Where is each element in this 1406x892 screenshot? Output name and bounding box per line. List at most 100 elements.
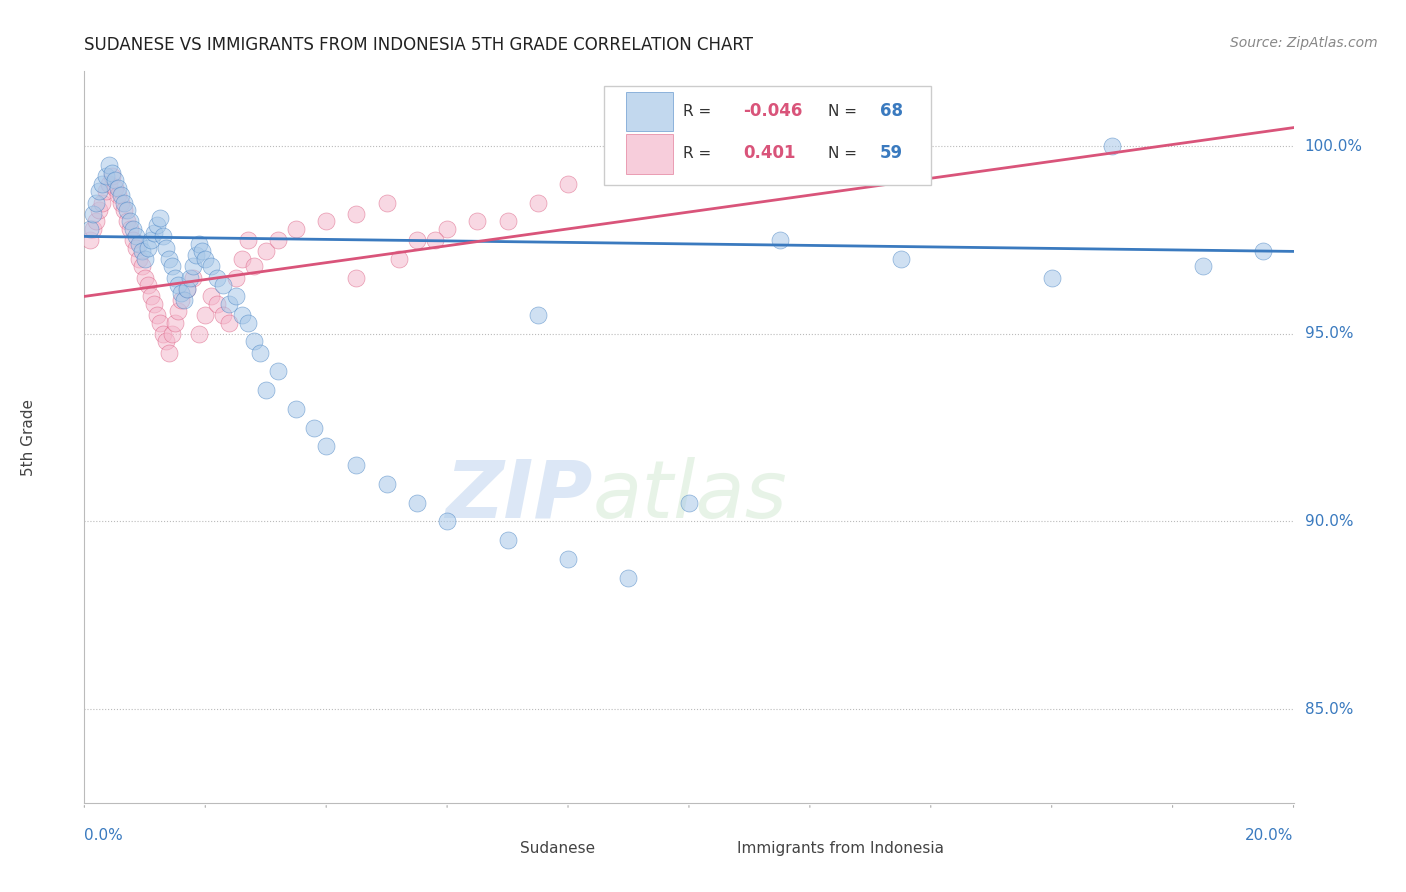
Point [107, 180, 129, 194]
Point [406, 496, 429, 510]
Point [160, 326, 183, 341]
Point [115, 214, 138, 228]
Point [139, 233, 162, 247]
Point [125, 241, 148, 255]
Text: SUDANESE VS IMMIGRANTS FROM INDONESIA 5TH GRADE CORRELATION CHART: SUDANESE VS IMMIGRANTS FROM INDONESIA 5T… [84, 36, 754, 54]
Point [188, 236, 211, 251]
Point [218, 316, 240, 330]
Point [165, 270, 187, 285]
Point [152, 326, 174, 341]
Point [1192, 260, 1215, 274]
Point [225, 270, 247, 285]
FancyBboxPatch shape [626, 92, 673, 131]
Point [134, 252, 156, 266]
Text: 0.401: 0.401 [744, 145, 796, 162]
Point [131, 244, 153, 259]
Text: N =: N = [828, 103, 862, 119]
Point [100, 166, 122, 180]
Point [218, 297, 240, 311]
Point [267, 233, 290, 247]
FancyBboxPatch shape [475, 834, 513, 863]
Point [388, 252, 411, 266]
Point [212, 308, 235, 322]
Point [890, 252, 912, 266]
Text: ZIP: ZIP [444, 457, 592, 534]
Point [315, 440, 337, 454]
Point [617, 571, 640, 585]
Point [121, 222, 143, 236]
Point [236, 233, 259, 247]
Point [89, 185, 111, 199]
Point [139, 289, 162, 303]
Point [176, 282, 198, 296]
Point [188, 326, 211, 341]
Point [136, 278, 159, 293]
Point [149, 316, 172, 330]
Point [118, 214, 141, 228]
Point [167, 278, 190, 293]
Point [1040, 270, 1063, 285]
Point [155, 334, 177, 349]
Point [200, 289, 222, 303]
Point [375, 477, 398, 491]
Point [176, 282, 198, 296]
Point [128, 252, 150, 266]
Point [194, 252, 217, 266]
Point [142, 226, 165, 240]
Point [231, 252, 253, 266]
Point [406, 233, 429, 247]
Point [302, 420, 325, 434]
Text: 100.0%: 100.0% [1305, 139, 1362, 154]
Point [91, 177, 114, 191]
Point [423, 233, 446, 247]
Point [225, 289, 247, 303]
Point [170, 293, 193, 308]
Point [112, 203, 135, 218]
Point [134, 270, 156, 285]
Text: Immigrants from Indonesia: Immigrants from Indonesia [737, 840, 945, 855]
Point [155, 241, 177, 255]
Point [231, 308, 253, 322]
Point [146, 218, 169, 232]
Point [242, 334, 264, 349]
Point [82, 222, 104, 236]
Text: Sudanese: Sudanese [520, 840, 595, 855]
Point [1101, 139, 1123, 153]
Text: 59: 59 [880, 145, 903, 162]
Text: 0.0%: 0.0% [84, 828, 124, 843]
Point [254, 244, 277, 259]
Point [110, 195, 132, 210]
Point [136, 241, 159, 255]
Text: R =: R = [683, 103, 716, 119]
Point [128, 236, 150, 251]
Point [249, 345, 271, 359]
Point [207, 270, 229, 285]
Point [496, 214, 519, 228]
Point [194, 308, 217, 322]
Point [557, 552, 579, 566]
Point [179, 270, 201, 285]
Point [769, 233, 792, 247]
Point [496, 533, 519, 548]
Text: 5th Grade: 5th Grade [21, 399, 35, 475]
Text: N =: N = [828, 145, 862, 161]
Point [167, 304, 190, 318]
Point [170, 285, 193, 300]
Point [254, 383, 277, 397]
Point [112, 195, 135, 210]
Point [89, 203, 111, 218]
Point [557, 177, 579, 191]
Point [160, 260, 183, 274]
Point [125, 229, 148, 244]
Point [181, 260, 204, 274]
Point [157, 345, 180, 359]
Point [97, 158, 120, 172]
Point [104, 173, 127, 187]
Point [285, 401, 308, 416]
Point [152, 229, 174, 244]
Point [165, 316, 187, 330]
Point [207, 297, 229, 311]
Text: 20.0%: 20.0% [1246, 828, 1294, 843]
Point [346, 207, 368, 221]
Point [212, 278, 235, 293]
